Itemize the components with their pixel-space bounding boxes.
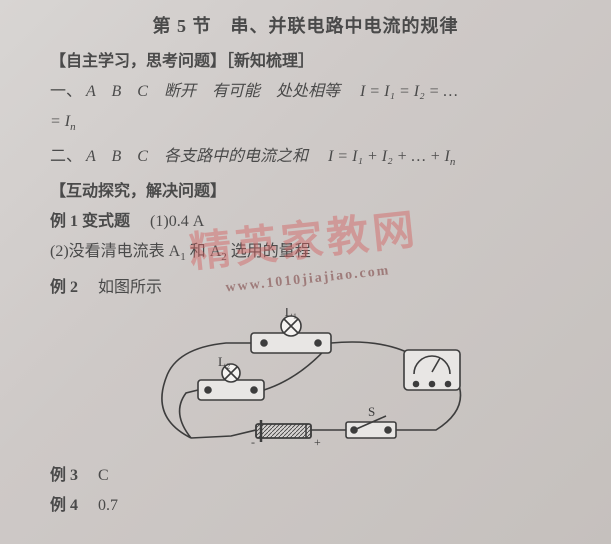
page-scan: 第 5 节 串、并联电路中电流的规律 【自主学习，思考问题】［新知梳理］ 一、 … xyxy=(0,0,611,544)
part2-formula-lhs: I xyxy=(328,148,333,165)
ex4-label: 例 4 xyxy=(50,497,78,514)
ex1-var-a2-mid: 和 A xyxy=(186,243,222,260)
circuit-diagram: L₁ L₂ S - + xyxy=(136,308,476,458)
ex2-label: 例 2 xyxy=(50,279,78,296)
part2-blanks: A B C 各支路中的电流之和 xyxy=(86,148,308,165)
part1-label: 一、 xyxy=(50,83,82,100)
part2-label: 二、 xyxy=(50,148,82,165)
ex2: 例 2 如图所示 xyxy=(50,274,561,302)
ex2-text: 如图所示 xyxy=(98,279,162,296)
ex4: 例 4 0.7 xyxy=(50,492,561,520)
part1-cont-text: = I xyxy=(50,113,70,130)
svg-text:+: + xyxy=(314,435,321,449)
label-s: S xyxy=(368,404,375,419)
ex1-var-a2-pre: (2)没看清电流表 A xyxy=(50,243,180,260)
label-l1: L₁ xyxy=(284,308,296,319)
section2-header: 【互动探究，解决问题】 xyxy=(50,178,561,206)
ex1-var-a2: (2)没看清电流表 A1 和 A2 选用的量程 xyxy=(50,238,561,271)
part1-cont-sub: n xyxy=(70,121,76,133)
svg-text:-: - xyxy=(251,435,255,449)
ex1-var-a2-post: 选用的量程 xyxy=(227,243,311,260)
part2-line: 二、 A B C 各支路中的电流之和 I = I₁ + I₂ + … + In xyxy=(50,143,561,176)
part1-formula-lhs: I xyxy=(360,83,365,100)
ex4-ans: 0.7 xyxy=(98,497,118,514)
part1-line: 一、 A B C 断开 有可能 处处相等 I = I₁ = I₂ = … xyxy=(50,78,561,106)
ex1-var-label: 例 1 变式题 xyxy=(50,213,130,230)
circuit-svg: L₁ L₂ S - + xyxy=(136,308,476,458)
ex3-label: 例 3 xyxy=(50,467,78,484)
ex3: 例 3 C xyxy=(50,462,561,490)
label-l2: L₂ xyxy=(218,354,230,369)
part1-formula: = I₁ = I₂ = … xyxy=(369,83,457,100)
ex1-var: 例 1 变式题 (1)0.4 A xyxy=(50,208,561,236)
part2-formula: = I₁ + I₂ + … + I xyxy=(337,148,450,165)
section1-header: 【自主学习，思考问题】［新知梳理］ xyxy=(50,48,561,76)
part2-sub: n xyxy=(450,156,456,168)
part1-cont: = In xyxy=(50,108,561,141)
section-title: 第 5 节 串、并联电路中电流的规律 xyxy=(50,12,561,38)
ex1-var-a1: (1)0.4 A xyxy=(150,213,204,230)
ex3-ans: C xyxy=(98,467,109,484)
part1-blanks: A B C 断开 有可能 处处相等 xyxy=(86,83,340,100)
